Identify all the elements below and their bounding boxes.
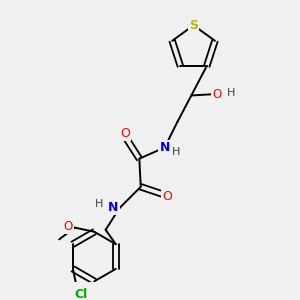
Text: O: O (212, 88, 221, 100)
Text: H: H (95, 199, 103, 209)
Text: O: O (120, 128, 130, 140)
Text: N: N (108, 201, 119, 214)
Text: H: H (226, 88, 235, 98)
Text: N: N (159, 141, 170, 154)
Text: Cl: Cl (74, 288, 87, 300)
Text: O: O (163, 190, 172, 202)
Text: S: S (189, 19, 198, 32)
Text: H: H (172, 147, 180, 157)
Text: O: O (64, 220, 73, 233)
